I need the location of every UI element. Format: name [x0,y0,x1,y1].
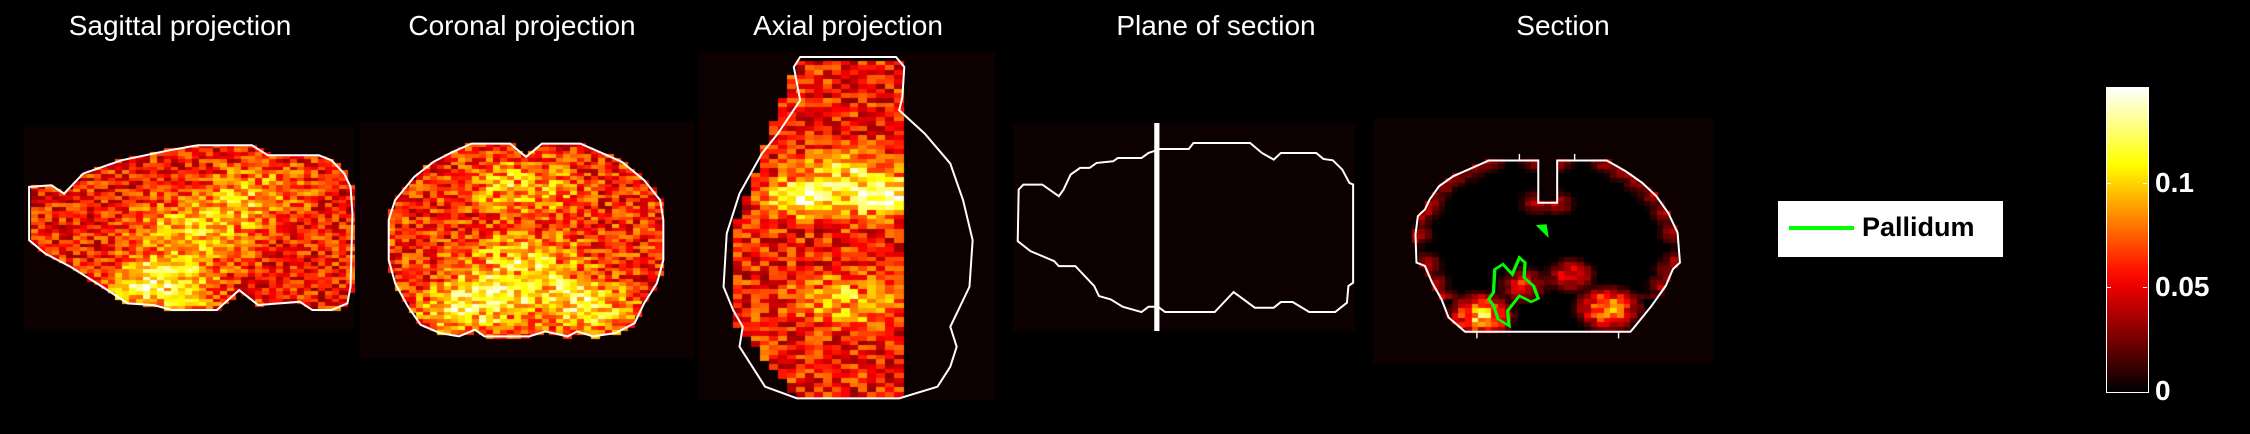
colorbar [2106,87,2149,393]
section-heatmap [1373,118,1713,364]
pallidum-outline-fragment [1535,224,1549,239]
axial-heatmap-cells [698,52,995,400]
brain-outline [1018,143,1353,312]
title-axial: Axial projection [753,10,943,41]
title-section: Section [1516,10,1610,41]
section-plane-line [1154,123,1160,331]
sagittal-heatmap-cells [24,127,355,329]
brain-outline [389,144,664,337]
legend: Pallidum [1778,201,2003,257]
colorbar-tick-mark [2143,286,2147,288]
sagittal-svg [24,127,355,329]
section-svg [1373,153,1713,339]
brain-outline [724,57,973,398]
brain-outline [1416,161,1680,332]
legend-pallidum-label: Pallidum [1862,212,1975,242]
colorbar-tick-mark [2143,182,2147,184]
plane-svg [1013,123,1355,331]
coronal-projection-heatmap [360,122,694,358]
sagittal-projection-heatmap [24,127,355,329]
colorbar-tick-mark [2107,182,2111,184]
colorbar-tick-label: 0.1 [2155,166,2194,198]
title-coronal: Coronal projection [408,10,636,41]
title-sagittal: Sagittal projection [68,10,292,41]
colorbar-tick-label: 0 [2155,375,2171,406]
colorbar-tick-label: 0.05 [2155,270,2210,302]
axial-svg [698,52,995,400]
pallidum-outline [1486,255,1541,329]
colorbar-tick-mark [2107,286,2111,288]
legend-pallidum-swatch [1789,226,1854,230]
title-plane-of-section: Plane of section [1116,10,1316,41]
coronal-svg [360,122,694,358]
plane-of-section-outline [1013,123,1355,331]
brain-outline [29,145,352,310]
axial-projection-heatmap [698,52,995,400]
section-heatmap-cells [1373,118,1713,364]
